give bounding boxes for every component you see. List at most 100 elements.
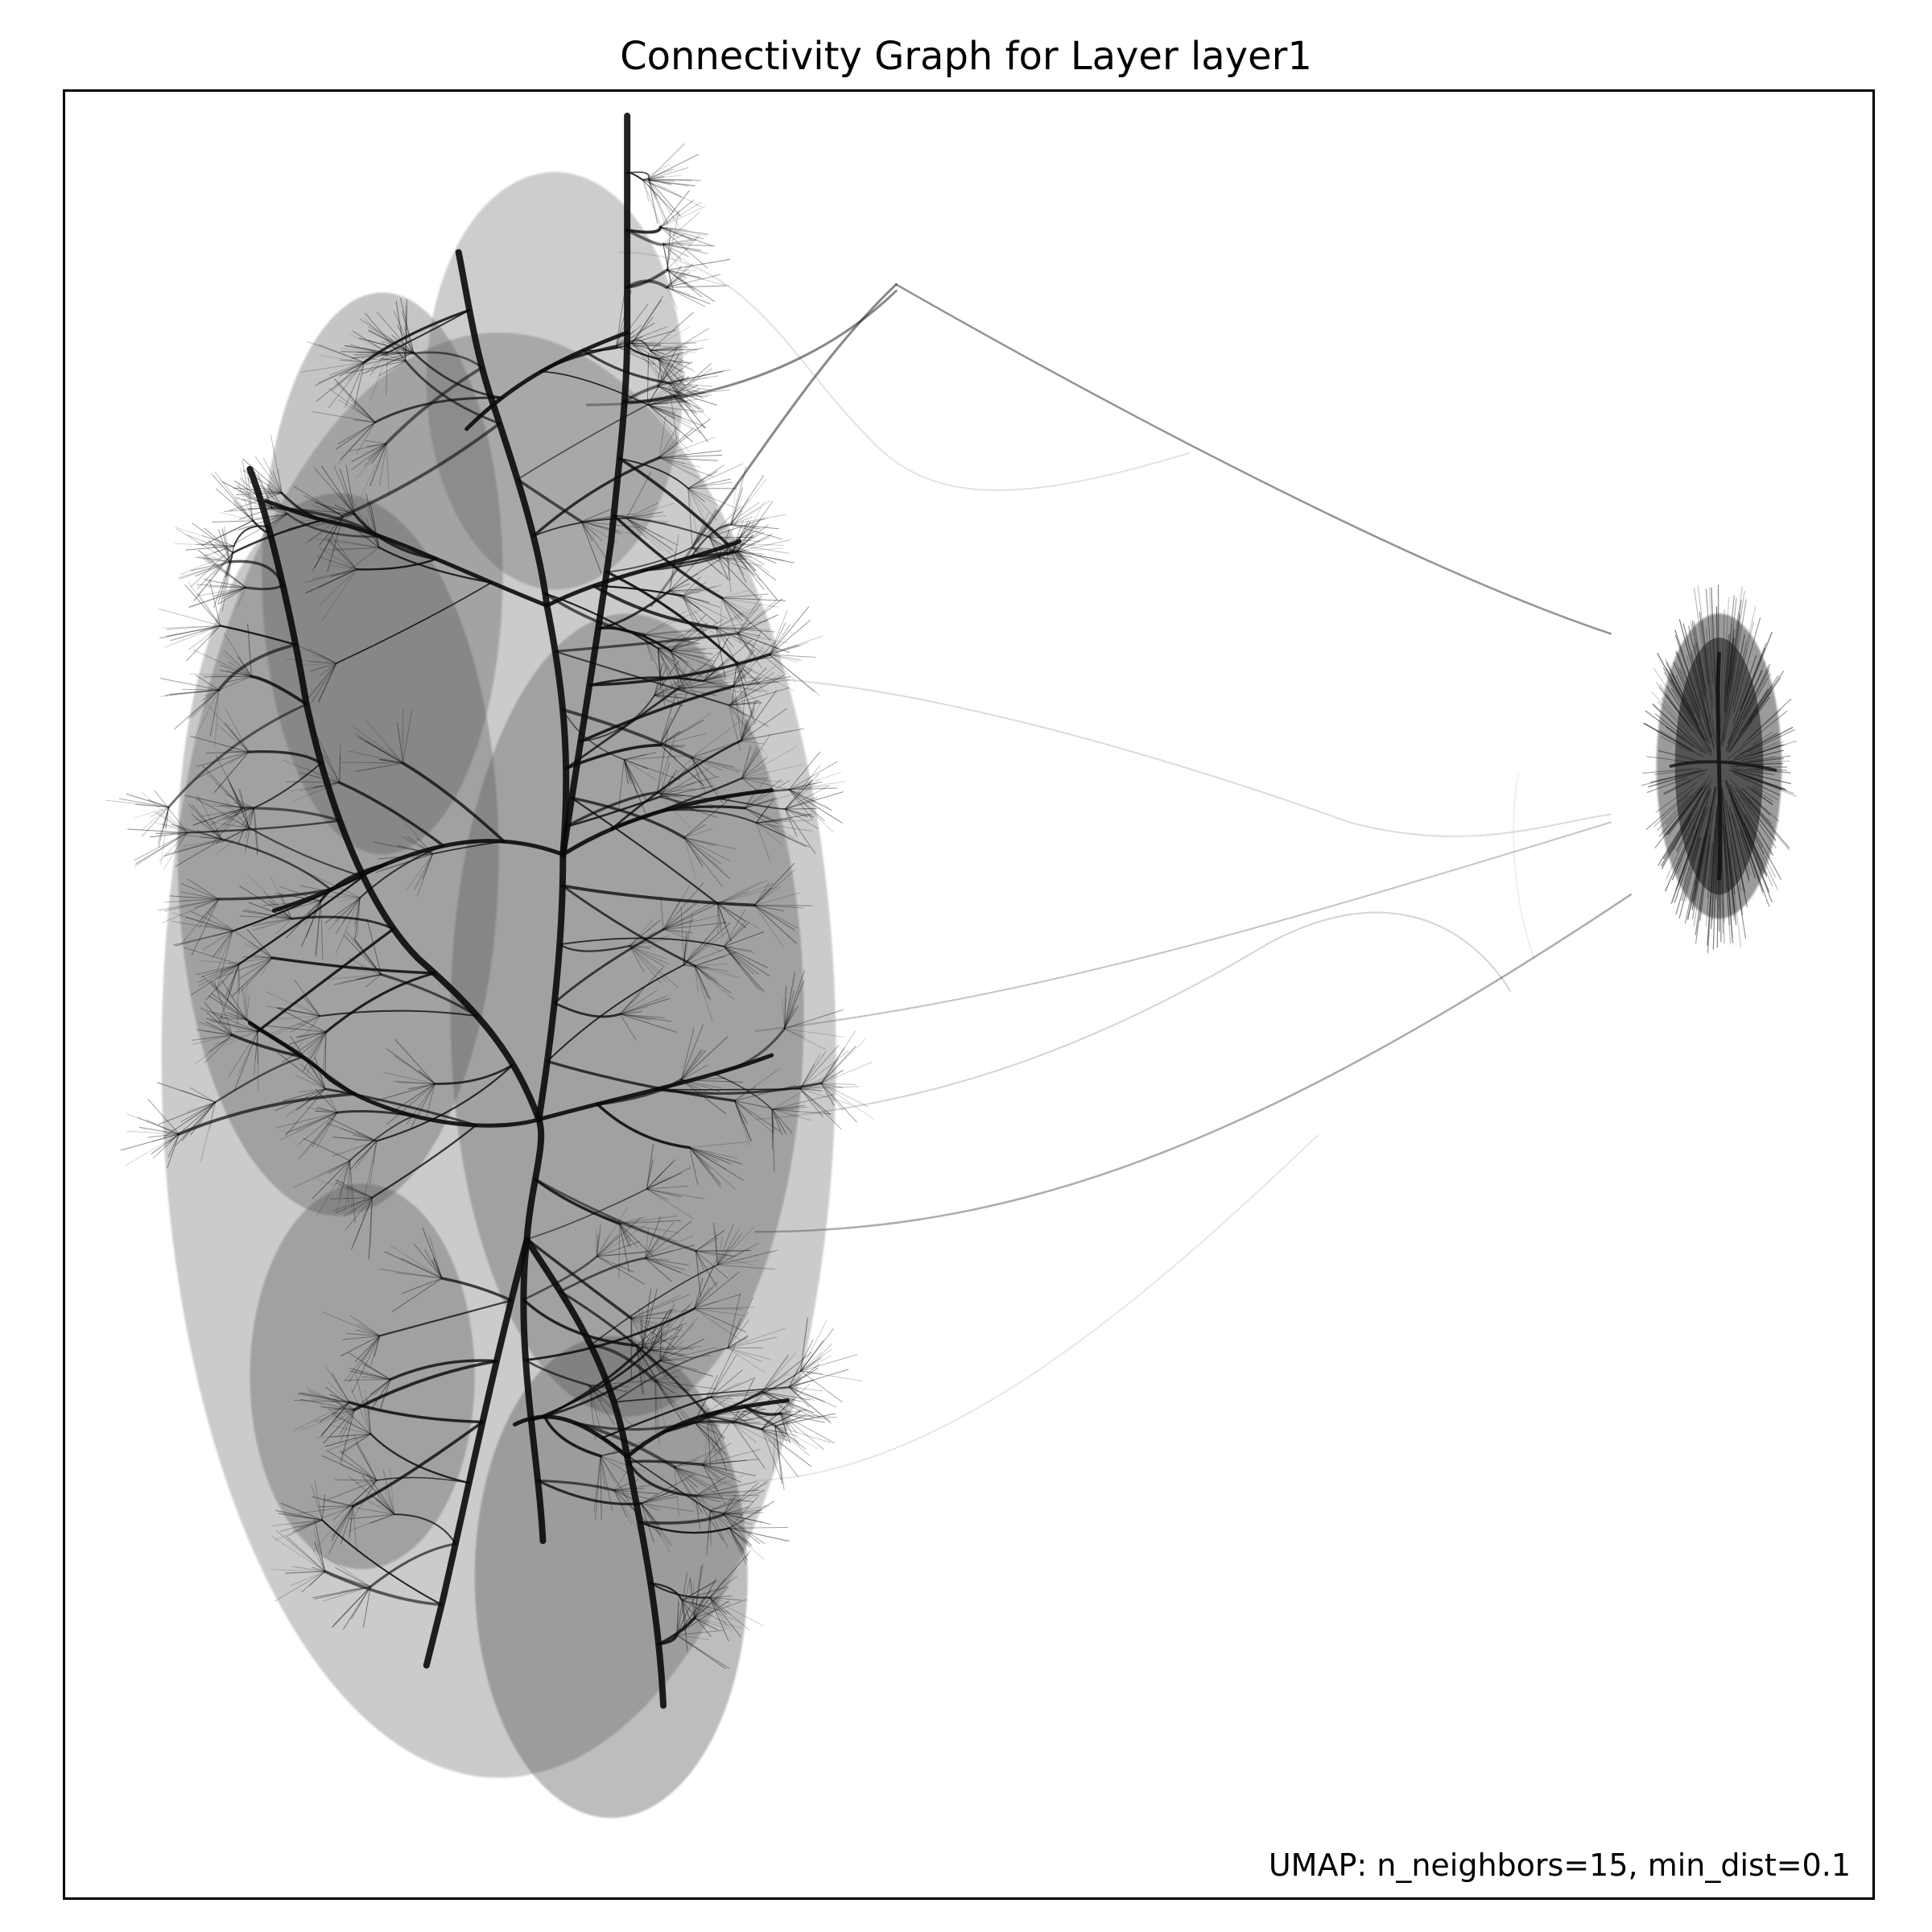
edge-hair xyxy=(203,931,233,951)
trunk-branch xyxy=(423,1236,530,1669)
edge-hair xyxy=(353,353,414,355)
edge-hair xyxy=(249,941,273,959)
edge-hair xyxy=(668,382,711,420)
edge-hair xyxy=(1720,597,1730,734)
edge-hair xyxy=(262,513,288,530)
edge-hair xyxy=(716,627,734,647)
secondary-branch xyxy=(219,625,297,646)
edge-hair xyxy=(642,1347,678,1364)
edge-hair xyxy=(737,599,777,634)
edge-hair xyxy=(660,226,679,238)
edge-hair xyxy=(625,518,679,546)
edge-hair xyxy=(820,1083,869,1108)
edge-hair xyxy=(689,1147,736,1190)
edge-hair xyxy=(721,597,749,619)
edge-hair xyxy=(694,1308,743,1310)
secondary-branch xyxy=(626,339,651,352)
edge-hair xyxy=(629,945,651,949)
edge-hair xyxy=(224,526,230,563)
edge-hair xyxy=(741,766,766,779)
edge-hair xyxy=(1705,843,1714,927)
edge-hair xyxy=(673,368,712,397)
edge-hair xyxy=(780,1413,836,1444)
edge-hair xyxy=(364,318,407,361)
edge-hair xyxy=(244,989,247,1021)
edge-hair xyxy=(687,488,704,513)
edge-hair xyxy=(361,1197,373,1218)
edge-hair xyxy=(716,891,749,904)
edge-hair xyxy=(658,456,707,484)
edge-hair xyxy=(636,1345,658,1353)
edge-hair xyxy=(799,1088,852,1105)
edge-hair xyxy=(367,509,380,548)
edge-hair xyxy=(670,650,703,678)
edge-hair xyxy=(667,270,729,287)
edge-hair xyxy=(272,471,283,494)
edge-hair xyxy=(654,1380,691,1421)
edge-hair xyxy=(676,1601,679,1636)
edge-hair xyxy=(668,382,712,396)
edge-hair xyxy=(1705,627,1715,708)
edge-hair xyxy=(709,1397,733,1400)
edge-hair xyxy=(588,1385,630,1388)
edge-hair xyxy=(180,898,220,902)
edge-hair xyxy=(314,1586,371,1600)
edge-hair xyxy=(663,233,685,245)
edge-hair xyxy=(650,1349,685,1355)
edge-hair xyxy=(644,1228,650,1259)
edge-hair xyxy=(694,1563,704,1619)
edge-hair xyxy=(716,902,746,923)
edge-hair xyxy=(670,650,704,658)
edge-hair xyxy=(1665,791,1709,892)
edge-hair xyxy=(650,350,674,365)
edge-hair xyxy=(694,965,731,994)
edge-hair xyxy=(703,657,729,682)
edge-hair xyxy=(1736,772,1783,791)
edge-hair xyxy=(234,496,288,514)
edge-hair xyxy=(741,778,762,794)
edge-hair xyxy=(723,1513,761,1545)
edge-hair xyxy=(275,1112,338,1129)
edge-hair xyxy=(300,1398,355,1410)
edge-hair xyxy=(619,1223,638,1249)
edge-hair xyxy=(321,568,357,621)
edge-hair xyxy=(719,597,723,646)
main-cluster-hair xyxy=(105,143,875,1670)
edge-hair xyxy=(640,1493,677,1505)
edge-hair xyxy=(192,807,244,827)
edge-hair xyxy=(771,1078,826,1110)
edge-hair xyxy=(631,295,664,344)
edge-hair xyxy=(276,1007,327,1033)
edge-hair xyxy=(656,792,711,799)
edge-hair xyxy=(721,589,749,599)
edge-hair xyxy=(314,502,355,514)
edge-hair xyxy=(298,1112,338,1160)
secondary-branch xyxy=(536,1479,616,1492)
edge-hair xyxy=(687,478,731,489)
edge-hair xyxy=(266,485,288,514)
edge-hair xyxy=(383,1072,436,1084)
secondary-branch xyxy=(641,556,720,572)
edge-hair xyxy=(725,543,755,546)
edge-hair xyxy=(625,502,659,519)
edge-hair xyxy=(428,1236,443,1279)
secondary-branch xyxy=(374,396,504,424)
edge-hair xyxy=(657,647,713,654)
edge-hair xyxy=(154,821,188,833)
edge-hair xyxy=(774,1425,832,1443)
secondary-branch xyxy=(186,819,341,834)
edge-hair xyxy=(149,832,188,838)
edge-hair xyxy=(718,556,748,570)
edge-hair xyxy=(646,370,668,406)
edge-hair xyxy=(411,853,433,859)
secondary-branch xyxy=(355,558,438,571)
edge-hair xyxy=(691,757,704,791)
edge-hair xyxy=(668,382,704,412)
edge-hair xyxy=(328,1408,355,1410)
edge-hair xyxy=(353,331,388,353)
edge-hair xyxy=(315,1088,338,1113)
edge-hair xyxy=(393,311,414,354)
edge-hair xyxy=(613,1489,659,1511)
edge-hair xyxy=(1740,749,1785,762)
edge-hair xyxy=(691,509,717,548)
